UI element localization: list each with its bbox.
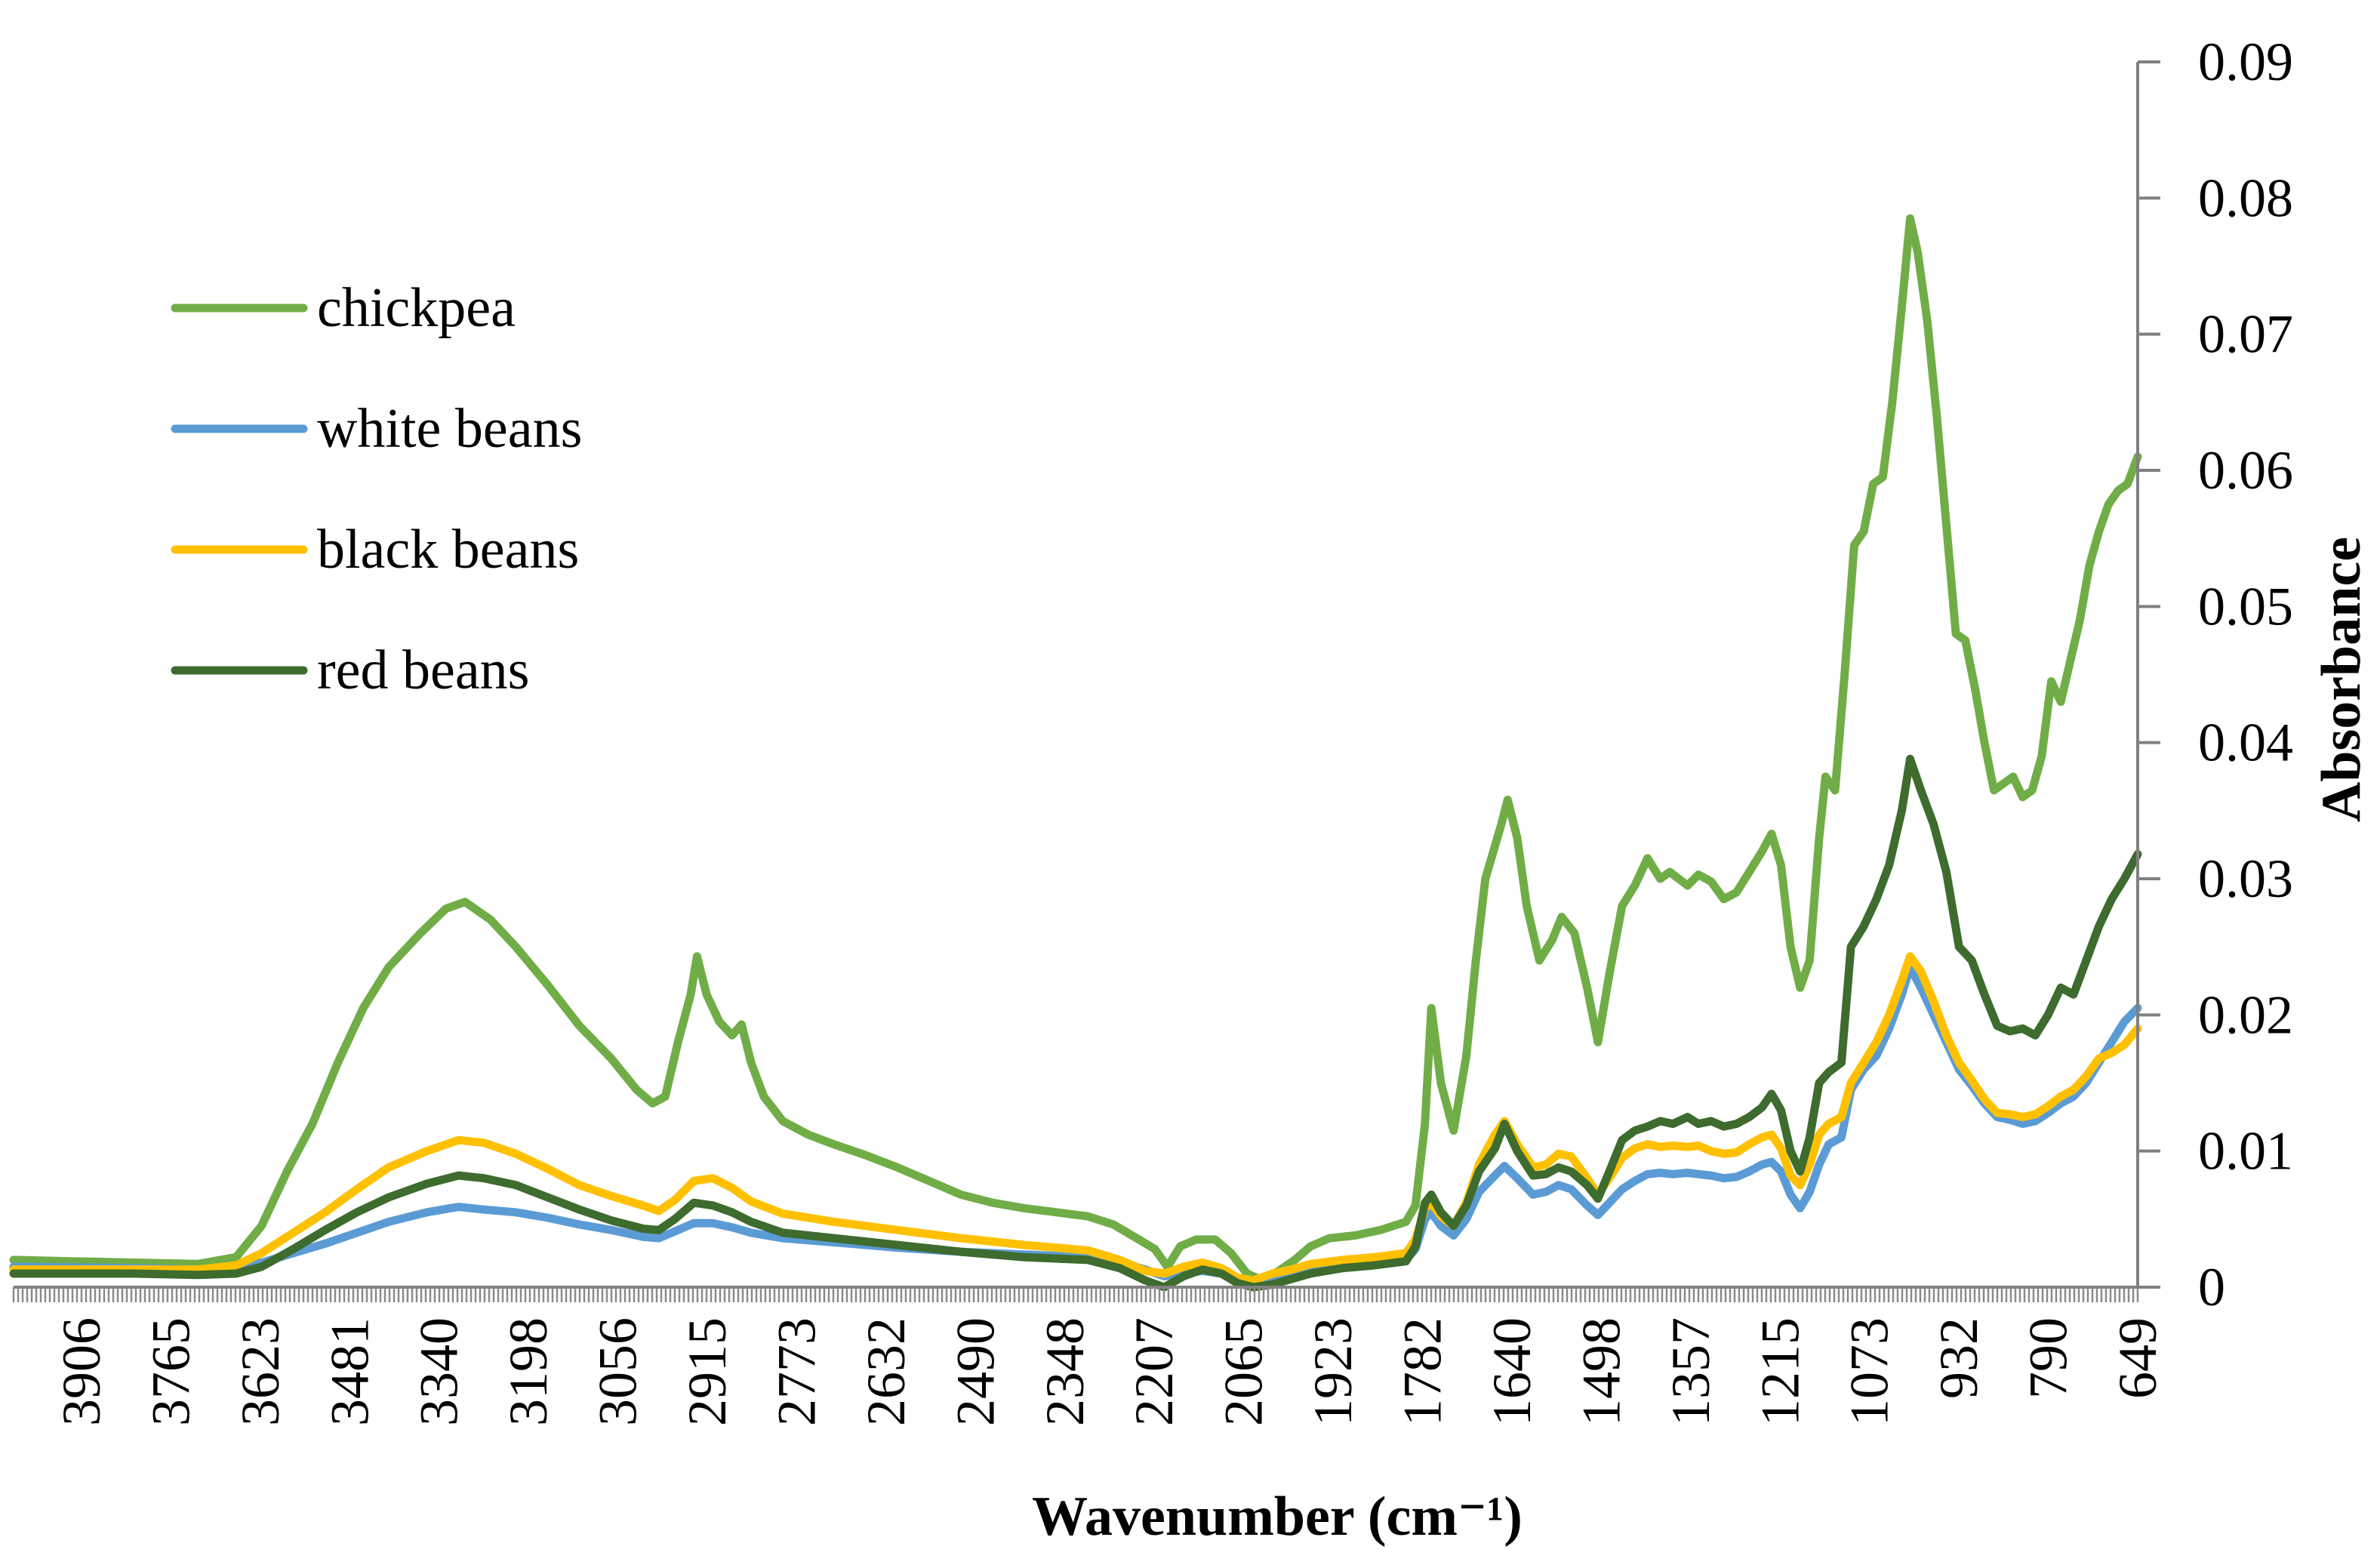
x-tick-label: 1357 — [1661, 1317, 1721, 1426]
legend-item-black-beans: black beans — [171, 519, 579, 581]
y-axis-title: Absorbance — [2311, 537, 2372, 822]
y-tick-label: 0.05 — [2198, 576, 2293, 636]
series-line-black-beans — [9, 952, 2142, 1285]
series-layer — [9, 214, 2142, 1292]
x-tick-label: 1215 — [1750, 1317, 1810, 1426]
series-line-chickpea — [9, 214, 2142, 1285]
x-axis-minor-ticks — [12, 1287, 2139, 1302]
y-axis: 0 0.01 0.02 0.03 0.04 0.05 0.06 0.07 0.08 0.09 — [2136, 32, 2293, 1317]
legend-label: black beans — [317, 519, 579, 581]
x-tick-label: 932 — [1929, 1317, 1989, 1399]
x-tick-label: 1498 — [1571, 1317, 1631, 1426]
x-tick-label: 790 — [2018, 1317, 2079, 1399]
x-tick-label: 1640 — [1482, 1317, 1542, 1426]
y-tick-label: 0.02 — [2198, 984, 2293, 1045]
y-tick-label: 0.01 — [2198, 1121, 2293, 1181]
x-axis-title: Wavenumber (cm⁻¹) — [1032, 1486, 1523, 1548]
y-tick-label: 0.03 — [2198, 849, 2293, 909]
legend-item-red-beans: red beans — [171, 639, 529, 701]
x-axis: 3906 3765 3623 3481 3340 3198 3056 2915 2773 2632… — [12, 1286, 2168, 1426]
y-tick-label: 0.06 — [2198, 440, 2293, 501]
x-tick-label: 3198 — [498, 1317, 559, 1426]
x-tick-label: 3340 — [409, 1317, 470, 1426]
legend-label: chickpea — [317, 277, 516, 339]
series-line-red-beans — [9, 754, 2142, 1292]
x-tick-label: 2207 — [1124, 1317, 1184, 1426]
x-tick-label: 649 — [2108, 1317, 2168, 1399]
x-tick-label: 2348 — [1035, 1317, 1095, 1426]
x-tick-label: 1923 — [1303, 1317, 1363, 1426]
y-tick-label: 0.09 — [2198, 32, 2293, 92]
y-tick-label: 0.08 — [2198, 168, 2293, 228]
x-tick-label: 3481 — [319, 1317, 380, 1426]
y-tick-label: 0.04 — [2198, 713, 2293, 773]
x-tick-label: 2065 — [1214, 1317, 1274, 1426]
legend-item-chickpea: chickpea — [171, 277, 516, 339]
x-tick-label: 1073 — [1840, 1317, 1900, 1426]
y-tick-label: 0 — [2198, 1257, 2225, 1317]
x-tick-label: 3765 — [140, 1317, 201, 1426]
x-tick-label: 3906 — [51, 1317, 112, 1426]
legend-label: white beans — [317, 398, 582, 460]
x-tick-label: 1782 — [1393, 1317, 1453, 1426]
x-tick-label: 2490 — [945, 1317, 1005, 1426]
x-tick-label: 2773 — [767, 1317, 827, 1426]
x-tick-label: 3623 — [230, 1317, 291, 1426]
legend-label: red beans — [317, 639, 529, 701]
x-tick-label: 2632 — [856, 1317, 916, 1426]
x-tick-label: 3056 — [588, 1317, 648, 1426]
legend-item-white-beans: white beans — [171, 398, 582, 460]
legend: chickpea white beans black beans red beans — [171, 277, 582, 701]
y-tick-label: 0.07 — [2198, 304, 2293, 365]
series-line-white-beans — [9, 963, 2142, 1289]
x-tick-label: 2915 — [677, 1317, 737, 1426]
